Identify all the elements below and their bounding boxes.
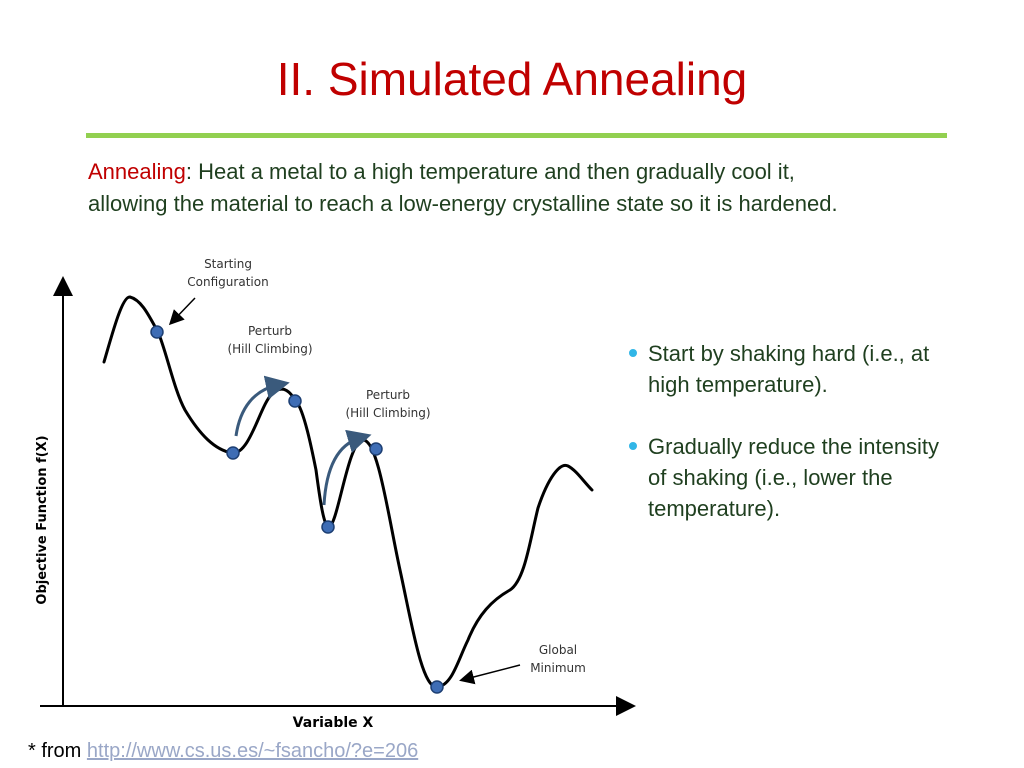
local-minimum-1-point: [226, 446, 240, 460]
definition-term: Annealing: [88, 159, 186, 184]
definition-separator: :: [185, 159, 192, 184]
global-annotation-line-1: Global: [539, 643, 577, 657]
bullet-2-line-2: of shaking (i.e., lower the: [648, 465, 893, 490]
source-citation: * from http://www.cs.us.es/~fsancho/?e=2…: [28, 740, 418, 763]
title-divider: [86, 133, 947, 138]
perturb-2-annotation-line-1: Perturb: [366, 388, 410, 402]
global-minimum-point: [430, 680, 444, 694]
bullet-1-line-1: Start by shaking hard (i.e., at: [648, 341, 930, 366]
key-points-list: Start by shaking hard (i.e., at high tem…: [626, 338, 1006, 555]
start-annotation-line-2: Configuration: [187, 275, 268, 289]
bullet-2-line-3: temperature).: [648, 496, 781, 521]
local-minimum-2-point: [321, 520, 335, 534]
global-pointer-arrow: [459, 664, 521, 685]
global-annotation-line-2: Minimum: [530, 661, 586, 675]
perturb-2-annotation-line-2: (Hill Climbing): [345, 406, 430, 420]
bullet-shaking-hard: Start by shaking hard (i.e., at high tem…: [626, 338, 1006, 400]
starting-configuration-point: [150, 325, 164, 339]
bullet-dot-icon: [629, 442, 637, 450]
perturb-1-annotation-line-2: (Hill Climbing): [227, 342, 312, 356]
y-axis-label: Objective Function f(X): [35, 435, 50, 604]
perturb-arrow-1: [234, 375, 290, 437]
start-annotation-line-1: Starting: [204, 257, 252, 271]
perturb-arrow-2: [322, 429, 372, 506]
slide-title: II. Simulated Annealing: [276, 53, 748, 105]
bullet-reduce-intensity: Gradually reduce the intensity of shakin…: [626, 431, 1006, 524]
bullet-dot-icon: [629, 349, 637, 357]
annealing-definition: Annealing: Heat a metal to a high temper…: [88, 156, 988, 220]
perturb-1-annotation-line-1: Perturb: [248, 324, 292, 338]
definition-line-1: Heat a metal to a high temperature and t…: [192, 159, 795, 184]
source-prefix: * from: [28, 740, 87, 762]
definition-line-2: allowing the material to reach a low-ene…: [88, 191, 838, 216]
objective-curve: [102, 295, 594, 689]
objective-function-figure: Objective Function f(X) Variable X Start…: [35, 257, 636, 731]
perturbed-point-1: [288, 394, 302, 408]
start-pointer-arrow: [168, 297, 196, 326]
bullet-1-line-2: high temperature).: [648, 372, 828, 397]
bullet-2-line-1: Gradually reduce the intensity: [648, 434, 940, 459]
perturbed-point-2: [369, 442, 383, 456]
source-link[interactable]: http://www.cs.us.es/~fsancho/?e=206: [86, 740, 419, 762]
x-axis-label: Variable X: [293, 715, 374, 731]
